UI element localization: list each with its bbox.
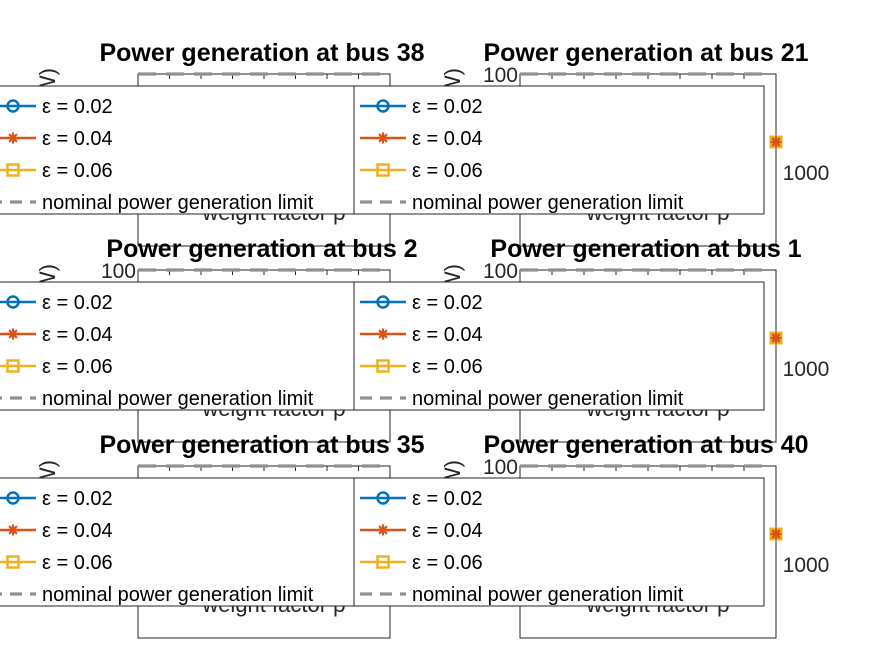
series-1-marker-legend [377, 524, 389, 536]
legend-label: nominal power generation limit [42, 388, 314, 410]
chart-panel-1: (MW)weight factor ρPower generation at b… [0, 39, 425, 247]
series-0-marker-legend [376, 491, 390, 505]
chart-panel-6: (MW)1001000weight factor ρPower generati… [353, 431, 830, 639]
legend-box [0, 477, 355, 607]
legend-label: nominal power generation limit [42, 192, 314, 214]
legend-label: nominal power generation limit [42, 584, 314, 606]
legend-label: ε = 0.02 [412, 488, 483, 510]
chart-panel-5: (MW)weight factor ρPower generation at b… [0, 431, 425, 639]
y-tick-label: 100 [483, 456, 518, 479]
legend-label: ε = 0.02 [412, 96, 483, 118]
legend-box [353, 477, 765, 607]
x-tick-label: 1000 [783, 162, 830, 185]
legend-label: ε = 0.02 [42, 96, 113, 118]
legend-label: ε = 0.06 [412, 552, 483, 574]
series-1-marker-legend [377, 328, 389, 340]
legend-label: ε = 0.06 [412, 160, 483, 182]
y-tick-label: 100 [483, 64, 518, 87]
series-2-marker-legend [376, 555, 390, 569]
chart-title: Power generation at bus 2 [106, 235, 417, 263]
series-0-marker-legend [6, 99, 20, 113]
chart-panel-4: (MW)1001000weight factor ρPower generati… [353, 235, 830, 443]
legend-box [0, 281, 355, 411]
series-e004-marker-end [770, 332, 782, 344]
series-2-marker-legend [376, 359, 390, 373]
legend-label: ε = 0.02 [42, 488, 113, 510]
legend-label: ε = 0.04 [412, 520, 483, 542]
legend-label: ε = 0.02 [42, 292, 113, 314]
series-2-marker-legend [6, 359, 20, 373]
chart-title: Power generation at bus 1 [490, 235, 801, 263]
x-tick-label: 1000 [783, 554, 830, 577]
legend-label: ε = 0.04 [412, 128, 483, 150]
chart-title: Power generation at bus 35 [99, 431, 424, 459]
legend-label: ε = 0.04 [42, 128, 113, 150]
legend-label: ε = 0.06 [42, 160, 113, 182]
legend-label: ε = 0.04 [42, 324, 113, 346]
legend-box [353, 281, 765, 411]
series-1-marker-legend [7, 132, 19, 144]
legend-label: nominal power generation limit [412, 192, 684, 214]
chart-panel-3: (MW)100weight factor ρPower generation a… [0, 235, 418, 443]
y-tick-label: 100 [101, 260, 136, 283]
series-e004-marker-end [770, 136, 782, 148]
chart-title: Power generation at bus 38 [99, 39, 424, 67]
chart-panel-2: (MW)1001000weight factor ρPower generati… [353, 39, 830, 247]
series-0-marker-legend [6, 295, 20, 309]
series-1-marker-legend [377, 132, 389, 144]
legend-label: ε = 0.02 [412, 292, 483, 314]
series-0-marker-legend [376, 295, 390, 309]
chart-title: Power generation at bus 40 [483, 431, 808, 459]
y-tick-label: 100 [483, 260, 518, 283]
legend-label: ε = 0.06 [42, 356, 113, 378]
legend-label: ε = 0.04 [412, 324, 483, 346]
series-2-marker-legend [376, 163, 390, 177]
series-0-marker-legend [6, 491, 20, 505]
series-e004-marker-end [770, 528, 782, 540]
legend-label: ε = 0.06 [42, 552, 113, 574]
legend-label: ε = 0.06 [412, 356, 483, 378]
series-1-marker-legend [7, 328, 19, 340]
legend-label: ε = 0.04 [42, 520, 113, 542]
series-2-marker-legend [6, 555, 20, 569]
legend-box [353, 85, 765, 215]
x-tick-label: 1000 [783, 358, 830, 381]
chart-title: Power generation at bus 21 [483, 39, 808, 67]
legend-label: nominal power generation limit [412, 388, 684, 410]
series-1-marker-legend [7, 524, 19, 536]
series-2-marker-legend [6, 163, 20, 177]
legend-label: nominal power generation limit [412, 584, 684, 606]
series-0-marker-legend [376, 99, 390, 113]
